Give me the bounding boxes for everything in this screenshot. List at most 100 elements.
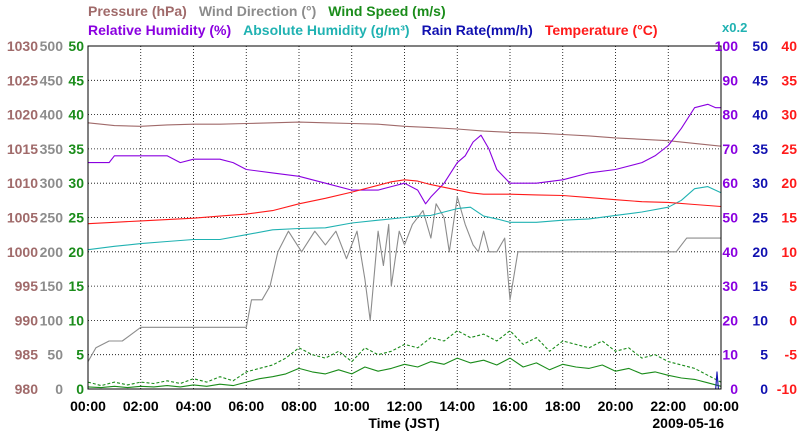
y-tick-label-1-2: 400: [40, 107, 64, 123]
date-label: 2009-05-16: [652, 415, 724, 431]
y-tick-label-5-7: 5: [789, 278, 797, 294]
y-tick-label-1-1: 450: [40, 72, 64, 88]
y-tick-label-3-4: 60: [722, 175, 738, 191]
y-tick-label-3-8: 20: [722, 312, 738, 328]
x-tick-label-1: 02:00: [123, 398, 159, 414]
y-tick-label-0-7: 995: [15, 278, 39, 294]
legend-label-1-3: Temperature (°C): [545, 22, 658, 38]
y-tick-label-1-9: 50: [47, 347, 63, 363]
legend-label-0-1: Wind Direction (°): [199, 3, 316, 19]
x-tick-labels: 00:00 02:00 04:00 06:00 08:00 10:00 12:00 14:00…: [70, 398, 739, 414]
y-tick-label-4-3: 35: [752, 141, 768, 157]
y-tick-label-3-3: 70: [722, 141, 738, 157]
y-tick-label-0-4: 1010: [7, 175, 38, 191]
y-tick-label-2-8: 10: [68, 312, 84, 328]
x-tick-label-6: 12:00: [387, 398, 423, 414]
y-tick-label-2-1: 45: [68, 72, 84, 88]
axes-labels: 1030102510201015101010051000995990985980…: [7, 38, 797, 397]
y-tick-label-0-3: 1015: [7, 141, 38, 157]
x-tick-label-12: 00:00: [703, 398, 739, 414]
series-line-3: [87, 357, 722, 389]
x-tick-label-7: 14:00: [439, 398, 475, 414]
y-tick-label-3-5: 50: [722, 210, 738, 226]
corner-scale-label: x0.2: [722, 20, 747, 35]
y-tick-label-1-8: 100: [40, 312, 64, 328]
y-tick-label-3-7: 30: [722, 278, 738, 294]
y-tick-label-3-1: 90: [722, 72, 738, 88]
y-tick-label-4-0: 50: [752, 38, 768, 54]
series-line-6: [87, 179, 722, 225]
y-tick-label-0-1: 1025: [7, 72, 38, 88]
legend-row-1: Pressure (hPa) Wind Direction (°) Wind Spe…: [88, 3, 446, 19]
y-tick-label-5-10: -10: [777, 381, 797, 397]
y-tick-label-0-0: 1030: [7, 38, 38, 54]
y-tick-label-3-0: 100: [715, 38, 739, 54]
y-tick-label-5-8: 0: [789, 312, 797, 328]
legend-label-0-2: Wind Speed (m/s): [328, 3, 445, 19]
x-tick-label-5: 10:00: [334, 398, 370, 414]
y-tick-label-4-4: 30: [752, 175, 768, 191]
x-tick-label-10: 20:00: [598, 398, 634, 414]
x-tick-label-4: 08:00: [281, 398, 317, 414]
y-tick-label-4-10: 0: [760, 381, 768, 397]
y-tick-label-1-3: 350: [40, 141, 64, 157]
legend-label-1-0: Relative Humidity (%): [88, 22, 231, 38]
y-tick-label-2-0: 50: [68, 38, 84, 54]
y-tick-label-3-10: 0: [730, 381, 738, 397]
legend-label-0-0: Pressure (hPa): [88, 3, 187, 19]
x-axis-label: Time (JST): [368, 415, 439, 431]
legend-label-1-1: Absolute Humidity (g/m³): [243, 22, 409, 38]
legend-row-2: Relative Humidity (%) Absolute Humidity (…: [88, 22, 658, 38]
y-tick-label-2-9: 5: [76, 347, 84, 363]
y-tick-label-4-6: 20: [752, 244, 768, 260]
y-tick-label-1-7: 150: [40, 278, 64, 294]
y-tick-label-0-6: 1000: [7, 244, 38, 260]
y-tick-label-2-4: 30: [68, 175, 84, 191]
y-tick-label-3-9: 10: [722, 347, 738, 363]
y-tick-label-2-5: 25: [68, 210, 84, 226]
y-tick-label-0-10: 980: [15, 381, 39, 397]
y-tick-label-2-2: 40: [68, 107, 84, 123]
grid-lines: [88, 46, 721, 389]
y-tick-label-5-9: -5: [785, 347, 798, 363]
y-tick-label-4-5: 25: [752, 210, 768, 226]
y-tick-label-0-5: 1005: [7, 210, 38, 226]
y-tick-label-2-7: 15: [68, 278, 84, 294]
y-tick-label-4-8: 10: [752, 312, 768, 328]
y-tick-label-0-2: 1020: [7, 107, 38, 123]
x-tick-label-3: 06:00: [228, 398, 264, 414]
y-tick-label-5-3: 25: [781, 141, 797, 157]
y-tick-label-1-10: 0: [55, 381, 63, 397]
series-line-5: [87, 186, 722, 251]
plot-frame: [87, 45, 722, 390]
y-tick-label-5-5: 15: [781, 210, 797, 226]
y-tick-label-3-2: 80: [722, 107, 738, 123]
x-tick-label-11: 22:00: [650, 398, 686, 414]
y-tick-label-5-1: 35: [781, 72, 797, 88]
y-tick-label-4-2: 40: [752, 107, 768, 123]
y-tick-label-1-4: 300: [40, 175, 64, 191]
x-tick-label-0: 00:00: [70, 398, 106, 414]
series-line-1: [87, 196, 721, 362]
y-tick-label-5-4: 20: [781, 175, 797, 191]
series-line-0: [87, 121, 722, 147]
y-tick-label-0-9: 985: [15, 347, 39, 363]
series-line-2: [87, 330, 722, 387]
y-tick-label-5-6: 10: [781, 244, 797, 260]
y-tick-label-5-0: 40: [781, 38, 797, 54]
y-tick-label-2-6: 20: [68, 244, 84, 260]
x-tick-label-2: 04:00: [176, 398, 212, 414]
y-tick-label-4-7: 15: [752, 278, 768, 294]
y-tick-label-2-10: 0: [76, 381, 84, 397]
x-tick-label-8: 16:00: [492, 398, 528, 414]
y-tick-label-0-8: 990: [15, 312, 39, 328]
y-tick-label-1-6: 200: [40, 244, 64, 260]
y-tick-label-2-3: 35: [68, 141, 84, 157]
y-tick-label-1-0: 500: [40, 38, 64, 54]
x-tick-label-9: 18:00: [545, 398, 581, 414]
y-tick-label-3-6: 40: [722, 244, 738, 260]
y-tick-label-4-1: 45: [752, 72, 768, 88]
y-tick-label-5-2: 30: [781, 107, 797, 123]
y-tick-label-4-9: 5: [760, 347, 768, 363]
